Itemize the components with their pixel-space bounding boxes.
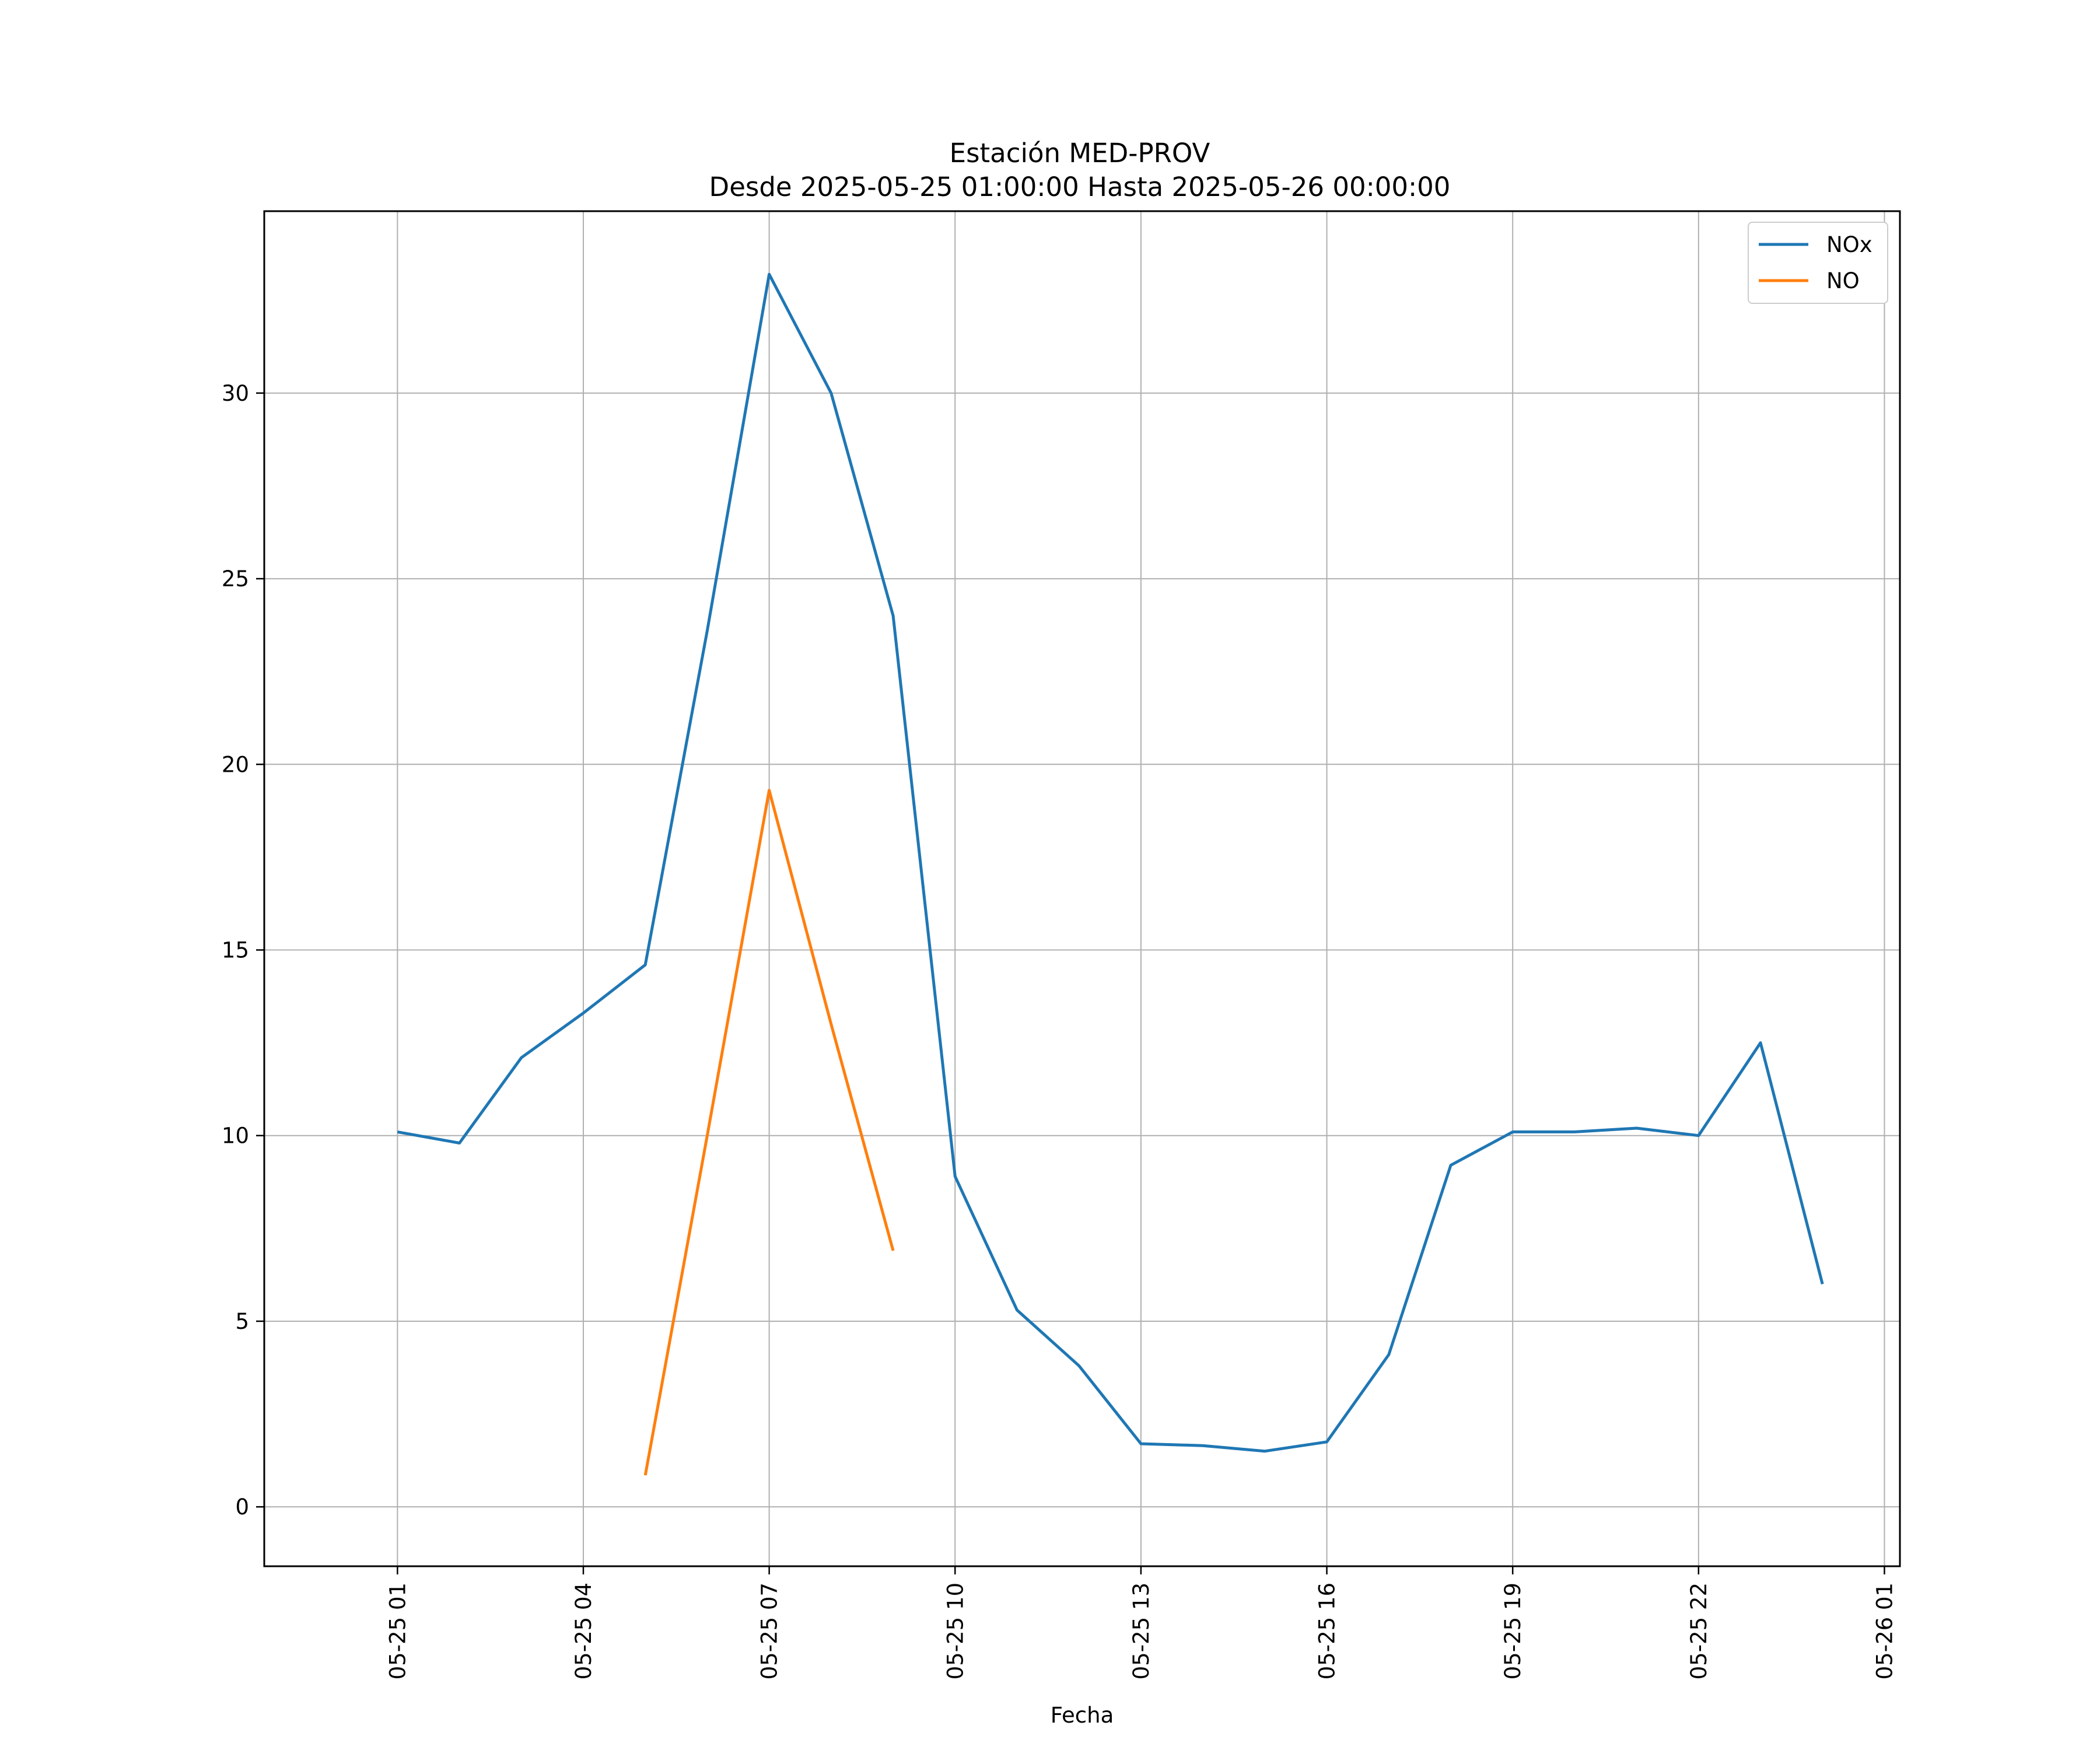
y-tick-label: 0 bbox=[235, 1494, 249, 1520]
x-tick-label: 05-25 01 bbox=[385, 1583, 410, 1679]
grid bbox=[264, 211, 1900, 1566]
x-tick-label: 05-25 13 bbox=[1129, 1583, 1154, 1679]
chart-subtitle: Desde 2025-05-25 01:00:00 Hasta 2025-05-… bbox=[709, 172, 1451, 202]
legend-box bbox=[1748, 222, 1888, 304]
x-tick-label: 05-25 10 bbox=[943, 1583, 968, 1679]
series-line-no bbox=[643, 789, 895, 1476]
y-tick-label: 5 bbox=[235, 1309, 249, 1334]
x-tick-label: 05-25 04 bbox=[571, 1583, 596, 1679]
x-tick-label: 05-25 07 bbox=[757, 1583, 782, 1679]
x-tick-label: 05-25 22 bbox=[1686, 1583, 1712, 1679]
y-tick-label: 25 bbox=[222, 566, 249, 592]
x-tick-label: 05-25 16 bbox=[1315, 1583, 1340, 1679]
y-tick-label: 20 bbox=[222, 752, 249, 777]
plot-area-frame bbox=[263, 210, 1901, 1567]
x-axis-ticks: 05-25 01 05-25 04 05-25 07 05-25 10 05-25 13… bbox=[385, 1566, 1897, 1679]
x-tick-label: 05-26 01 bbox=[1872, 1583, 1897, 1679]
y-tick-label: 30 bbox=[222, 381, 249, 406]
y-tick-label: 15 bbox=[222, 938, 249, 963]
series-lines bbox=[397, 272, 1824, 1476]
x-axis-label: Fecha bbox=[1051, 1703, 1114, 1728]
legend-label-nox: NOx bbox=[1826, 232, 1873, 257]
series-line-nox bbox=[397, 272, 1824, 1453]
legend: NOx NO bbox=[1748, 222, 1888, 304]
y-axis-ticks: 0 5 10 15 20 25 30 bbox=[222, 381, 264, 1520]
legend-label-no: NO bbox=[1826, 268, 1860, 293]
y-tick-label: 10 bbox=[222, 1124, 249, 1149]
x-tick-label: 05-25 19 bbox=[1500, 1583, 1525, 1679]
chart-title: Estación MED-PROV bbox=[950, 138, 1210, 169]
